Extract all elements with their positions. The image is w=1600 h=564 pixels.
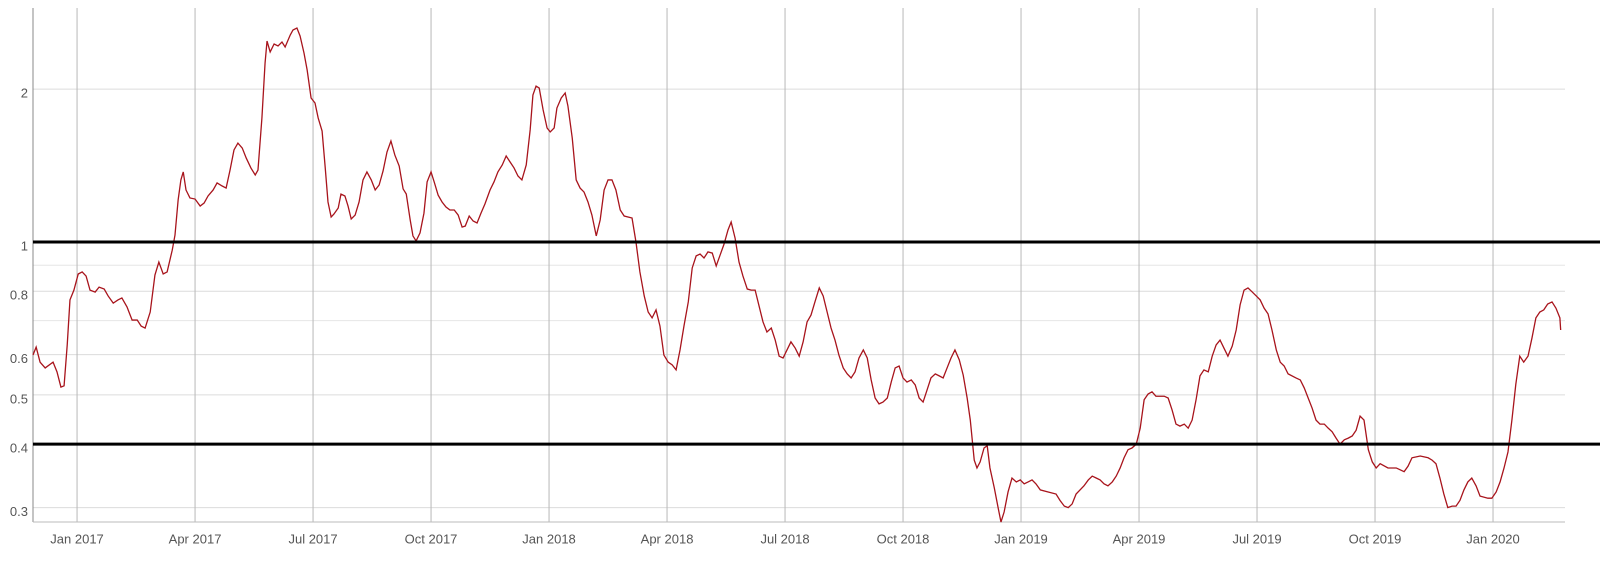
x-tick-label: Jul 2017 (288, 531, 337, 546)
x-tick-label: Apr 2017 (169, 531, 222, 546)
y-tick-label: 0.3 (10, 504, 28, 519)
x-tick-label: Oct 2019 (1349, 531, 1402, 546)
y-tick-label: 0.8 (10, 288, 28, 303)
x-tick-label: Oct 2017 (405, 531, 458, 546)
x-tick-label: Jan 2017 (50, 531, 104, 546)
x-tick-label: Jul 2018 (760, 531, 809, 546)
data-line (32, 27, 1562, 523)
y-tick-label: 1 (21, 238, 28, 253)
x-tick-label: Jan 2019 (994, 531, 1048, 546)
x-tick-label: Jan 2020 (1466, 531, 1520, 546)
x-tick-label: Jul 2019 (1232, 531, 1281, 546)
x-tick-label: Oct 2018 (877, 531, 930, 546)
y-tick-label: 0.4 (10, 441, 28, 456)
x-tick-label: Jan 2018 (522, 531, 576, 546)
y-tick-label: 2 (21, 86, 28, 101)
y-tick-label: 0.5 (10, 391, 28, 406)
x-tick-label: Apr 2019 (1113, 531, 1166, 546)
y-tick-label: 0.6 (10, 351, 28, 366)
x-tick-label: Apr 2018 (641, 531, 694, 546)
